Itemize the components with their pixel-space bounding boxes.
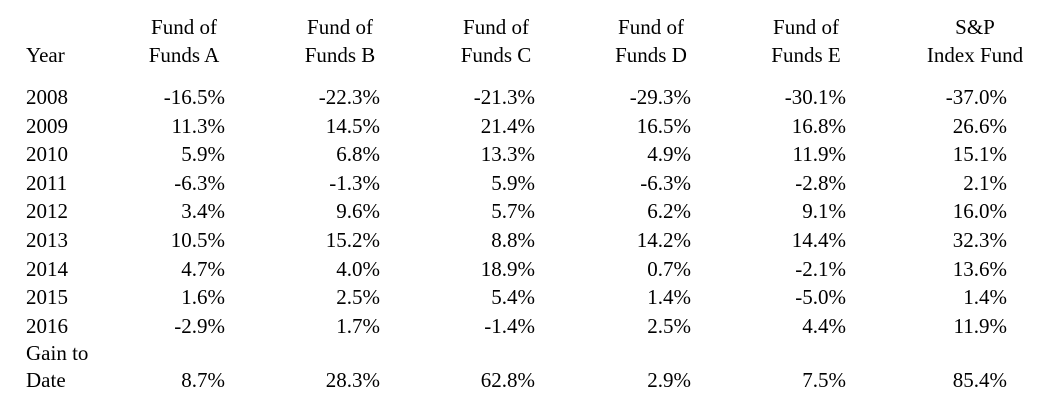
table-cell: -1.4% [484,314,535,338]
table-cell: 6.2% [647,199,691,223]
table-cell: 10.5% [170,228,225,252]
header-line1-col2: Fund of [307,15,373,39]
table-cell: -37.0% [945,85,1007,109]
header-line1-col1: Fund of [151,15,217,39]
gain-value: 28.3% [325,368,380,392]
header-line1-col4: Fund of [618,15,684,39]
table-cell: 15.1% [952,142,1007,166]
table-cell: -16.5% [163,85,225,109]
table-row-year: 2009 [26,114,68,138]
table-cell: 9.1% [802,199,846,223]
table-cell: 13.6% [952,257,1007,281]
table-cell: -29.3% [629,85,691,109]
header-line1-col6: S&P [955,15,995,39]
table-cell: 16.8% [791,114,846,138]
table-cell: -6.3% [174,171,225,195]
header-line2-col2: Funds B [304,43,376,67]
table-cell: -1.3% [329,171,380,195]
table-cell: 4.0% [336,257,380,281]
table-cell: 1.6% [181,285,225,309]
header-line2-col3: Funds C [460,43,532,67]
table-cell: 16.5% [636,114,691,138]
table-cell: 11.9% [953,314,1007,338]
table-cell: -5.0% [795,285,846,309]
table-cell: 5.9% [181,142,225,166]
table-cell: 5.7% [491,199,535,223]
table-cell: -6.3% [640,171,691,195]
table-cell: 1.4% [647,285,691,309]
table-cell: 9.6% [336,199,380,223]
table-cell: 3.4% [181,199,225,223]
header-line1-col3: Fund of [463,15,529,39]
gain-value: 85.4% [952,368,1007,392]
table-cell: 5.9% [491,171,535,195]
table-cell: 11.3% [171,114,225,138]
table-cell: 4.7% [181,257,225,281]
table-cell: -22.3% [318,85,380,109]
table-cell: 5.4% [491,285,535,309]
table-cell: 14.2% [636,228,691,252]
table-cell: 13.3% [480,142,535,166]
header-year: Year [26,43,65,67]
table-cell: 18.9% [480,257,535,281]
table-row-year: 2013 [26,228,68,252]
table-cell: 4.9% [647,142,691,166]
header-line2-col4: Funds D [615,43,687,67]
table-cell: -2.1% [795,257,846,281]
table-cell: 11.9% [792,142,846,166]
table-cell: -30.1% [784,85,846,109]
table-cell: 2.5% [647,314,691,338]
table-cell: 4.4% [802,314,846,338]
header-line2-col6: Index Fund [926,43,1024,67]
table-cell: 16.0% [952,199,1007,223]
table-row-year: 2012 [26,199,68,223]
header-line2-col1: Funds A [148,43,220,67]
table-row-year: 2008 [26,85,68,109]
table-cell: -21.3% [473,85,535,109]
gain-value: 7.5% [802,368,846,392]
table-row-year: 2015 [26,285,68,309]
gain-value: 2.9% [647,368,691,392]
table-cell: -2.8% [795,171,846,195]
table-cell: 15.2% [325,228,380,252]
table-row-year: 2010 [26,142,68,166]
table-cell: 26.6% [952,114,1007,138]
header-line1-col5: Fund of [773,15,839,39]
table-cell: 2.5% [336,285,380,309]
table-cell: 8.8% [491,228,535,252]
gain-value: 62.8% [480,368,535,392]
gain-value: 8.7% [181,368,225,392]
table-cell: 2.1% [963,171,1007,195]
table-row-year: 2011 [26,171,68,195]
table-cell: 14.4% [791,228,846,252]
table-cell: -2.9% [174,314,225,338]
header-line2-col5: Funds E [771,43,841,67]
table-cell: 0.7% [647,257,691,281]
table-row-year: 2014 [26,257,68,281]
table-cell: 14.5% [325,114,380,138]
gain-label-line1: Gain to [26,341,89,365]
table-cell: 32.3% [952,228,1007,252]
table-cell: 1.4% [963,285,1007,309]
table-cell: 6.8% [336,142,380,166]
table-cell: 21.4% [480,114,535,138]
table-row-year: 2016 [26,314,68,338]
gain-label-line2: Date [26,368,66,392]
table-cell: 1.7% [336,314,380,338]
